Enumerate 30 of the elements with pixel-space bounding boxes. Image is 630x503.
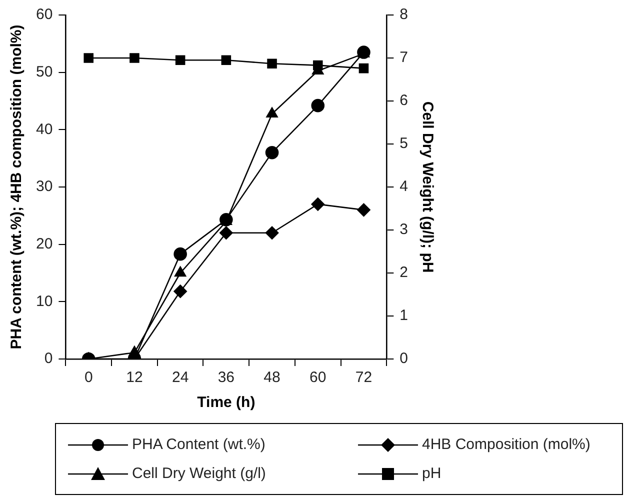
x-axis-title: Time (h) bbox=[197, 394, 256, 412]
y-tick-label: 20 bbox=[36, 235, 53, 252]
x-tick-label: 60 bbox=[310, 369, 326, 386]
y2-tick-label: 0 bbox=[400, 350, 408, 368]
y2-tick-label: 2 bbox=[400, 264, 408, 282]
y2-tick-label: 3 bbox=[400, 221, 408, 238]
y2-tick-label: 6 bbox=[400, 92, 408, 110]
y-axis-title: PHA content (wt.%); 4HB composition (mol%) bbox=[8, 24, 26, 350]
y-tick-label: 10 bbox=[36, 292, 53, 310]
legend-label: PHA Content (wt.%) bbox=[132, 436, 266, 453]
y2-axis-title: Cell Dry Weight (g/l); pH bbox=[418, 101, 436, 273]
legend-label: pH bbox=[422, 465, 442, 482]
x-tick-label: 24 bbox=[172, 369, 189, 386]
y2-tick-label: 8 bbox=[400, 6, 408, 24]
y-tick-label: 40 bbox=[36, 120, 53, 138]
y2-tick-label: 7 bbox=[400, 49, 408, 66]
y2-tick-label: 4 bbox=[400, 178, 408, 196]
x-tick-label: 0 bbox=[84, 369, 93, 386]
y2-tick-label: 1 bbox=[400, 307, 408, 324]
y-tick-label: 50 bbox=[36, 63, 53, 80]
x-tick-label: 48 bbox=[264, 369, 280, 386]
y2-tick-label: 5 bbox=[400, 135, 408, 152]
y-tick-label: 30 bbox=[36, 178, 53, 196]
y-tick-label: 60 bbox=[36, 6, 53, 24]
legend-label: Cell Dry Weight (g/l) bbox=[132, 465, 266, 482]
legend-label: 4HB Composition (mol%) bbox=[422, 436, 590, 453]
y-tick-label: 0 bbox=[44, 350, 53, 368]
x-tick-label: 12 bbox=[126, 369, 143, 386]
x-tick-label: 36 bbox=[218, 369, 235, 386]
x-tick-label: 72 bbox=[355, 369, 372, 386]
